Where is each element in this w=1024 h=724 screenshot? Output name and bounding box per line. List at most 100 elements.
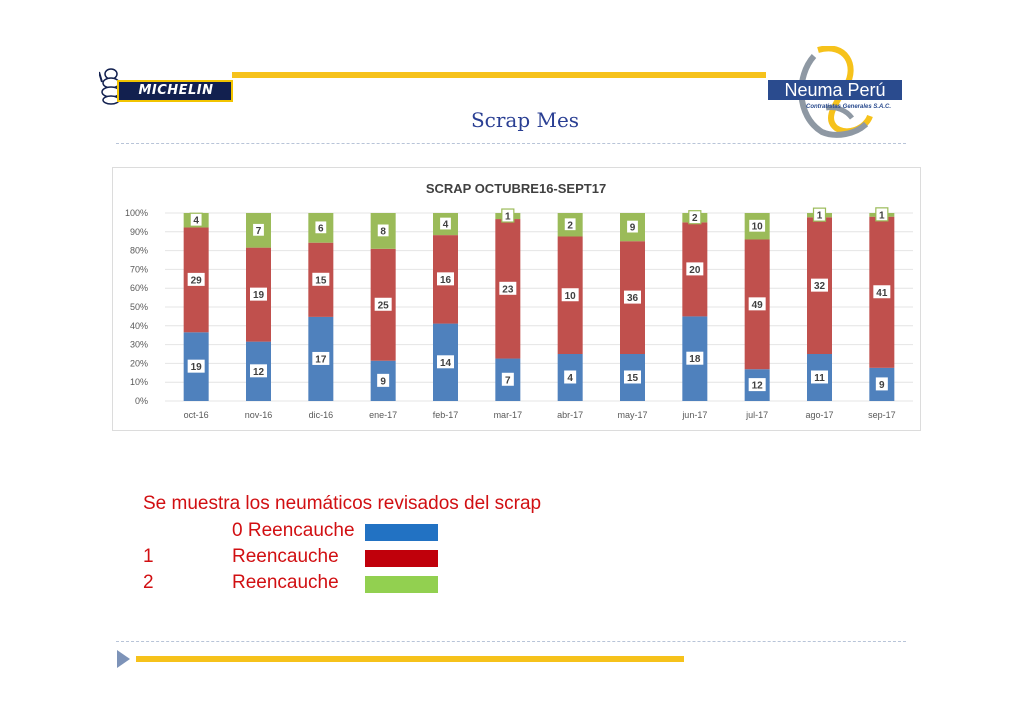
y-tick-label: 70% — [130, 264, 148, 274]
data-label-box — [377, 373, 390, 387]
data-label: 7 — [256, 226, 262, 237]
neuma-plate — [768, 80, 902, 100]
data-label: 4 — [567, 373, 573, 384]
play-arrow-icon — [117, 650, 130, 668]
data-label-box — [564, 370, 577, 384]
data-label: 1 — [879, 210, 885, 221]
chart-frame: SCRAP OCTUBRE16-SEPT17 0% 10% 20% 30% 40% 50%… — [112, 167, 921, 431]
data-label-box — [686, 351, 704, 365]
y-axis-ticks: 0% 10% 20% 30% 40% 50% 60% 70% 80% 90% 100% — [125, 208, 148, 406]
y-tick-label: 90% — [130, 227, 148, 237]
data-label-box — [811, 278, 828, 292]
x-tick-label: dic-16 — [309, 410, 334, 420]
data-label-box — [624, 370, 641, 384]
data-label: 15 — [627, 373, 639, 384]
data-label: 9 — [380, 376, 386, 387]
x-tick-label: ene-17 — [369, 410, 397, 420]
data-label-box — [187, 359, 205, 373]
chart-title: SCRAP OCTUBRE16-SEPT17 — [426, 181, 606, 196]
stacked-bar-chart: SCRAP OCTUBRE16-SEPT17 0% 10% 20% 30% 40% 50%… — [125, 181, 913, 420]
data-label-box — [312, 272, 330, 286]
michelin-wordmark: MICHELIN — [138, 83, 214, 98]
neuma-peru-logo: Neuma Perú Contratistas Generales S.A.C. — [766, 46, 904, 138]
y-tick-label: 60% — [130, 283, 148, 293]
x-tick-label: jul-17 — [745, 410, 768, 420]
x-tick-label: may-17 — [617, 410, 647, 420]
data-label-box — [748, 378, 766, 392]
legend-swatch-red — [365, 550, 438, 567]
y-tick-label: 20% — [130, 358, 148, 368]
data-label: 11 — [814, 373, 825, 384]
page-title: Scrap Mes — [470, 108, 580, 132]
data-label-box — [873, 285, 891, 299]
x-tick-label: abr-17 — [557, 410, 583, 420]
legend-swatch-blue — [365, 524, 438, 541]
data-labels: 1929412197171569258141647231410215369182… — [187, 207, 891, 392]
grid-lines — [165, 212, 913, 402]
x-tick-label: jun-17 — [681, 410, 707, 420]
caption-text: Se muestra los neumáticos revisados del … — [143, 493, 542, 514]
x-tick-label: ago-17 — [805, 410, 833, 420]
data-label: 16 — [440, 275, 452, 286]
data-label: 4 — [443, 220, 449, 231]
data-label-box — [563, 217, 577, 232]
data-label: 10 — [565, 291, 577, 302]
legend-swatch-green — [365, 576, 438, 593]
y-tick-label: 50% — [130, 302, 148, 312]
y-tick-label: 10% — [130, 377, 148, 387]
data-label: 7 — [505, 375, 511, 386]
data-label: 49 — [752, 300, 764, 311]
data-label-box — [376, 223, 390, 238]
x-tick-label: feb-17 — [433, 410, 459, 420]
data-label-box — [189, 212, 203, 227]
x-tick-label: sep-17 — [868, 410, 896, 420]
y-tick-label: 100% — [125, 208, 148, 218]
data-label-box — [438, 216, 453, 231]
data-label: 19 — [191, 362, 203, 373]
data-label: 1 — [505, 212, 511, 223]
x-axis-ticks: oct-16 nov-16 dic-16 ene-17 feb-17 mar-17 abr-… — [184, 410, 896, 420]
data-label-box — [812, 207, 827, 222]
bottom-accent-bar — [136, 656, 684, 662]
data-label-box — [501, 372, 514, 386]
data-label-box — [314, 220, 328, 235]
data-label-box — [437, 272, 454, 286]
data-label-box — [374, 297, 392, 311]
data-label: 15 — [315, 275, 327, 286]
data-label: 25 — [378, 300, 390, 311]
data-label: 1 — [817, 211, 823, 222]
data-label: 2 — [567, 220, 573, 231]
data-label: 41 — [876, 288, 888, 299]
data-label-box — [561, 288, 579, 302]
data-label-box — [251, 222, 266, 237]
data-label: 2 — [692, 213, 698, 224]
legend-label: Reencauche — [232, 572, 339, 593]
legend-row-1: 1 Reencauche — [143, 546, 463, 568]
x-tick-label: oct-16 — [184, 410, 209, 420]
data-label-box — [748, 218, 767, 233]
y-tick-label: 40% — [130, 321, 148, 331]
neuma-wordmark: Neuma Perú — [784, 80, 886, 100]
data-label: 17 — [315, 354, 327, 365]
data-label: 19 — [253, 290, 265, 301]
data-label-box — [250, 287, 267, 301]
data-label-box — [686, 262, 704, 276]
top-accent-bar — [232, 72, 766, 78]
data-label-box — [312, 351, 330, 365]
divider-bottom — [116, 641, 906, 642]
divider-top — [116, 143, 906, 144]
data-label: 23 — [502, 284, 514, 295]
x-tick-label: nov-16 — [245, 410, 273, 420]
y-tick-label: 0% — [135, 396, 148, 406]
x-tick-label: mar-17 — [494, 410, 523, 420]
y-tick-label: 30% — [130, 340, 148, 350]
data-label-box — [499, 281, 517, 295]
data-label-box — [501, 208, 515, 223]
data-label-box — [875, 207, 889, 222]
legend-row-0: 0 Reencauche — [143, 520, 463, 542]
legend-number: 2 — [143, 572, 154, 593]
data-label: 8 — [380, 226, 386, 237]
data-label: 36 — [627, 293, 639, 304]
legend-row-2: 2 Reencauche — [143, 572, 463, 594]
data-label: 32 — [814, 281, 826, 292]
